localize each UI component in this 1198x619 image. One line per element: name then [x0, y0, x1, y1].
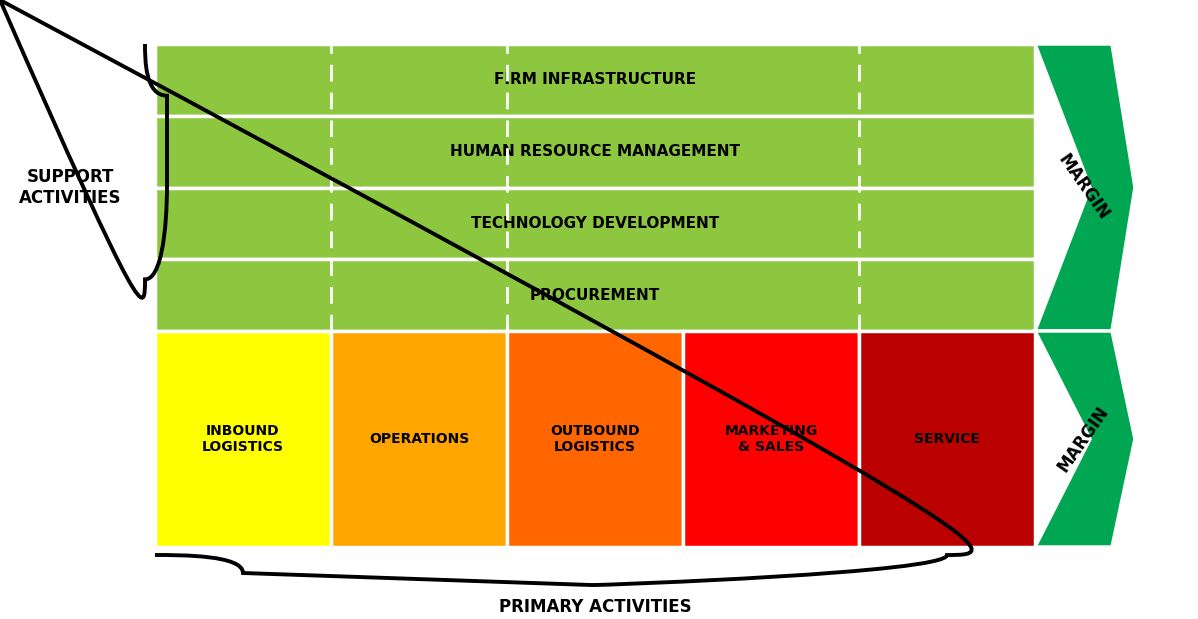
Polygon shape [155, 188, 1035, 259]
Polygon shape [155, 116, 1035, 188]
Text: INBOUND
LOGISTICS: INBOUND LOGISTICS [202, 424, 284, 454]
Text: OPERATIONS: OPERATIONS [369, 432, 470, 446]
Text: TECHNOLOGY DEVELOPMENT: TECHNOLOGY DEVELOPMENT [471, 216, 719, 231]
Text: MARGIN: MARGIN [1054, 151, 1113, 223]
Polygon shape [155, 331, 331, 547]
Polygon shape [859, 331, 1035, 547]
Text: MARKETING
& SALES: MARKETING & SALES [725, 424, 817, 454]
Polygon shape [1035, 44, 1135, 331]
Polygon shape [507, 331, 683, 547]
Polygon shape [155, 259, 1035, 331]
Text: PROCUREMENT: PROCUREMENT [530, 288, 660, 303]
Text: PRIMARY ACTIVITIES: PRIMARY ACTIVITIES [498, 598, 691, 616]
Text: OUTBOUND
LOGISTICS: OUTBOUND LOGISTICS [550, 424, 640, 454]
Text: HUMAN RESOURCE MANAGEMENT: HUMAN RESOURCE MANAGEMENT [450, 144, 740, 159]
Text: MARGIN: MARGIN [1054, 403, 1113, 475]
Text: SERVICE: SERVICE [914, 432, 980, 446]
Polygon shape [1035, 331, 1135, 547]
Polygon shape [683, 331, 859, 547]
Polygon shape [331, 331, 507, 547]
Polygon shape [155, 44, 1035, 116]
Text: FIRM INFRASTRUCTURE: FIRM INFRASTRUCTURE [494, 72, 696, 87]
Text: SUPPORT
ACTIVITIES: SUPPORT ACTIVITIES [19, 168, 121, 207]
